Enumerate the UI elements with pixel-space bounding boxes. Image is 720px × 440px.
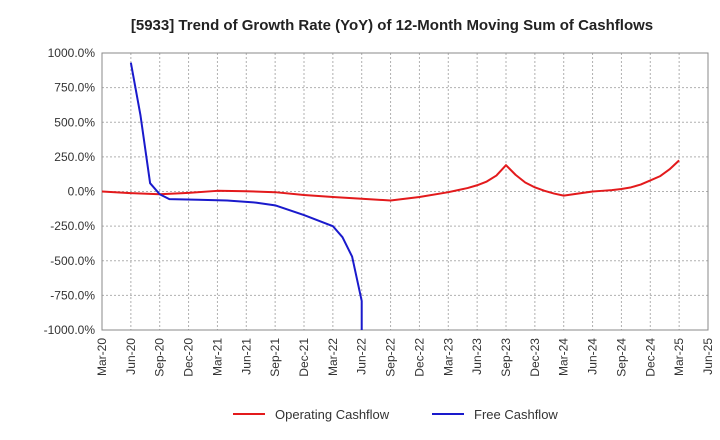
x-tick-label: Jun-21 bbox=[239, 338, 253, 375]
x-tick-label: Jun-25 bbox=[701, 338, 715, 375]
y-tick-label: 0.0% bbox=[68, 185, 96, 199]
x-tick-label: Sep-20 bbox=[153, 338, 167, 377]
x-tick-label: Dec-20 bbox=[182, 338, 196, 377]
grid bbox=[102, 53, 708, 330]
legend-label: Free Cashflow bbox=[474, 407, 558, 422]
y-tick-label: -250.0% bbox=[50, 219, 95, 233]
chart-title: [5933] Trend of Growth Rate (YoY) of 12-… bbox=[131, 17, 653, 34]
y-tick-label: -1000.0% bbox=[44, 323, 96, 337]
x-tick-label: Dec-22 bbox=[412, 338, 426, 377]
axes: 1000.0% 750.0% 500.0% 250.0% 0.0% -250.0% -500… bbox=[44, 46, 715, 377]
legend-label: Operating Cashflow bbox=[275, 407, 390, 422]
x-tick-label: Sep-23 bbox=[499, 338, 513, 377]
y-tick-label: 500.0% bbox=[54, 115, 95, 129]
x-tick-label: Mar-23 bbox=[441, 338, 455, 376]
x-tick-label: Mar-24 bbox=[557, 338, 571, 376]
x-tick-label: Dec-21 bbox=[297, 338, 311, 377]
y-tick-label: 750.0% bbox=[54, 81, 95, 95]
x-tick-label: Sep-22 bbox=[384, 338, 398, 377]
y-tick-label: 1000.0% bbox=[48, 46, 96, 60]
x-tick-label: Sep-21 bbox=[268, 338, 282, 377]
y-tick-label: 250.0% bbox=[54, 150, 95, 164]
series-line-operating-cashflow bbox=[102, 159, 680, 202]
x-tick-label: Jun-22 bbox=[355, 338, 369, 375]
y-tick-label: -500.0% bbox=[50, 254, 95, 268]
x-tick-label: Mar-21 bbox=[210, 338, 224, 376]
x-tick-label: Mar-22 bbox=[326, 338, 340, 376]
x-tick-label: Mar-20 bbox=[95, 338, 109, 376]
x-tick-label: Jun-20 bbox=[124, 338, 138, 375]
x-tick-label: Jun-23 bbox=[470, 338, 484, 375]
y-tick-label: -750.0% bbox=[50, 288, 95, 302]
x-tick-label: Dec-23 bbox=[528, 338, 542, 377]
x-tick-label: Mar-25 bbox=[672, 338, 686, 376]
x-tick-label: Jun-24 bbox=[586, 338, 600, 375]
x-tick-label: Sep-24 bbox=[614, 338, 628, 377]
legend: Operating Cashflow Free Cashflow bbox=[233, 407, 558, 422]
series-line-free-cashflow bbox=[129, 62, 363, 330]
x-tick-label: Dec-24 bbox=[643, 338, 657, 377]
series-lines bbox=[102, 62, 680, 330]
plot-frame bbox=[101, 52, 709, 331]
